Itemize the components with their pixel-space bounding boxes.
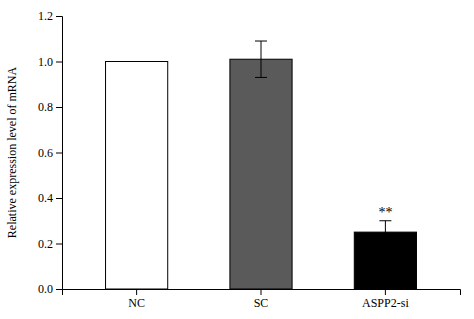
error-bar [255, 41, 267, 77]
tick-mark [56, 198, 62, 199]
tick-mark [56, 107, 62, 108]
tick: 0.4 [38, 191, 62, 205]
tick-label: SC [254, 296, 269, 310]
tick-label: 0.8 [38, 100, 53, 114]
axis-line [56, 17, 63, 290]
error-bar [131, 61, 143, 62]
tick-label: 0.4 [38, 191, 53, 205]
bar [230, 59, 292, 289]
tick: 0.0 [38, 282, 62, 296]
x-axis: NC SC ASPP2-si [63, 289, 461, 310]
chart: NC SC ASPP2-si 0.0 0.2 0.4 0.6 0.8 1.0 1.2 ** Relat… [0, 0, 474, 319]
tick-mark [261, 289, 262, 295]
tick: ASPP2-si [362, 289, 409, 310]
tick-mark [136, 289, 137, 295]
tick-mark [56, 244, 62, 245]
tick: SC [254, 289, 269, 310]
tick-label: NC [128, 296, 145, 310]
tick: 1.0 [38, 55, 62, 69]
axis-line [63, 290, 461, 296]
marks [106, 41, 417, 289]
tick: 0.6 [38, 146, 62, 160]
tick: 0.2 [38, 237, 62, 251]
tick-label: ASPP2-si [362, 296, 409, 310]
tick-label: 0.6 [38, 146, 53, 160]
tick-label: 1.2 [38, 9, 53, 23]
error-bar [379, 221, 391, 244]
tick-mark [56, 153, 62, 154]
tick-label: 0.0 [38, 282, 53, 296]
tick: NC [128, 289, 145, 310]
y-axis: 0.0 0.2 0.4 0.6 0.8 1.0 1.2 [38, 9, 63, 296]
tick: 0.8 [38, 100, 62, 114]
tick-mark [56, 16, 62, 17]
tick-label: 0.2 [38, 237, 53, 251]
tick: 1.2 [38, 9, 62, 23]
annotation: ** [378, 205, 392, 220]
y-axis-title: Relative expression level of mRNA [5, 67, 19, 239]
plot: NC SC ASPP2-si 0.0 0.2 0.4 0.6 0.8 1.0 1.2 ** [38, 9, 461, 309]
tick-mark [385, 289, 386, 295]
bar [106, 62, 168, 290]
tick-label: 1.0 [38, 55, 53, 69]
tick-mark [56, 289, 62, 290]
tick-mark [56, 62, 62, 63]
